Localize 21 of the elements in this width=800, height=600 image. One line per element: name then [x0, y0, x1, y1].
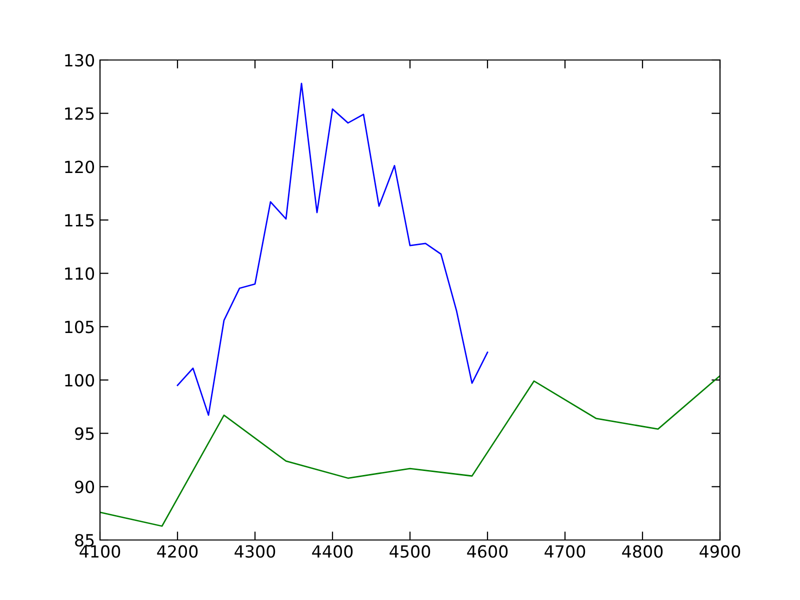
- y-tick-label: 95: [74, 427, 94, 440]
- x-tick-label: 4800: [622, 545, 663, 558]
- x-tick-label: 4700: [544, 545, 586, 558]
- line-series: [176, 82, 488, 416]
- y-tick-label: 100: [65, 374, 94, 387]
- x-tick-label: 4100: [80, 545, 120, 558]
- y-tick-label: 105: [65, 320, 94, 334]
- x-tick-label: 4400: [312, 545, 353, 558]
- x-tick-label: 4200: [157, 545, 198, 558]
- y-tick-label: 85: [75, 534, 94, 547]
- x-tick-label: 4500: [390, 545, 430, 558]
- y-tick-label: 115: [65, 214, 94, 227]
- y-tick-label: 120: [65, 160, 94, 174]
- y-tick-label: 130: [65, 54, 94, 67]
- y-tick-label: 90: [74, 480, 94, 494]
- x-tick-label: 4600: [467, 545, 508, 558]
- x-tick-label: 4300: [234, 545, 276, 558]
- y-tick-label: 125: [65, 107, 94, 120]
- y-tick-label: 110: [65, 267, 94, 280]
- x-tick-label: 4900: [700, 545, 740, 558]
- line-series: [100, 375, 720, 527]
